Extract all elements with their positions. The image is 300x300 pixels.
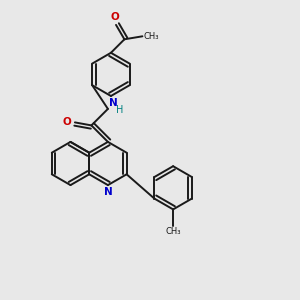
Text: O: O (110, 13, 119, 22)
Text: CH₃: CH₃ (165, 227, 181, 236)
Text: N: N (110, 98, 118, 108)
Text: CH₃: CH₃ (144, 32, 159, 41)
Text: H: H (116, 105, 124, 116)
Text: N: N (103, 187, 112, 196)
Text: O: O (63, 117, 71, 128)
